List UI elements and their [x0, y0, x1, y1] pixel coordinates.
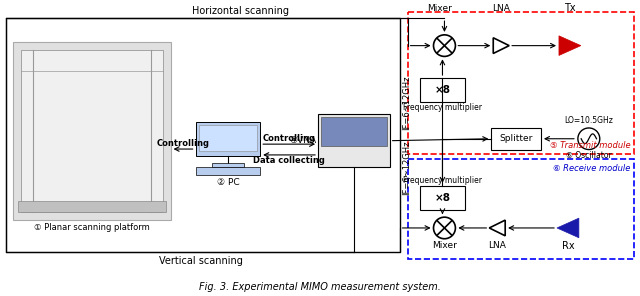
Text: ④VNA: ④VNA [289, 136, 316, 145]
Text: Splitter: Splitter [499, 134, 533, 143]
Text: Frequency multiplier: Frequency multiplier [403, 104, 482, 112]
Text: Mixer: Mixer [427, 4, 452, 13]
Text: LNA: LNA [488, 241, 506, 250]
Text: Rx: Rx [562, 241, 574, 251]
Text: Frequency multiplier: Frequency multiplier [403, 176, 482, 185]
Bar [492, 128, 541, 149]
Text: Tx: Tx [564, 3, 576, 13]
Text: Mixer: Mixer [432, 241, 457, 250]
Bar [13, 42, 171, 220]
Bar [408, 159, 634, 259]
Bar [19, 200, 166, 212]
Bar [420, 186, 465, 210]
Bar [408, 12, 634, 155]
Text: Horizontal scanning: Horizontal scanning [192, 6, 289, 16]
Text: Fig. 3. Experimental MIMO measurement system.: Fig. 3. Experimental MIMO measurement sy… [199, 282, 441, 292]
Text: ×8: ×8 [435, 85, 451, 95]
Text: ① Planar scanning platform: ① Planar scanning platform [34, 223, 150, 232]
Text: ⑥ Oscillator: ⑥ Oscillator [566, 152, 612, 160]
Text: ⑤ Transmit module: ⑤ Transmit module [550, 141, 630, 149]
Text: IF=6~12GHz: IF=6~12GHz [403, 76, 412, 130]
Polygon shape [559, 36, 581, 55]
Text: ×8: ×8 [435, 193, 451, 203]
Bar [6, 18, 399, 252]
Text: Data collecting: Data collecting [253, 156, 325, 165]
Text: LO=10.5GHz: LO=10.5GHz [564, 116, 613, 125]
Text: Vertical scanning: Vertical scanning [159, 256, 243, 266]
Text: Controlling: Controlling [262, 134, 316, 143]
Bar [196, 167, 260, 175]
Bar [318, 114, 390, 167]
Polygon shape [557, 218, 579, 238]
Text: Controlling: Controlling [157, 139, 209, 148]
Text: ⑥ Receive module: ⑥ Receive module [553, 164, 630, 173]
Bar [198, 125, 257, 151]
Bar [212, 163, 244, 167]
Text: IF=6~12GHz: IF=6~12GHz [403, 140, 412, 195]
Text: LNA: LNA [492, 4, 510, 13]
Text: ② PC: ② PC [216, 178, 239, 187]
Bar [196, 122, 260, 155]
Bar [21, 49, 163, 212]
Bar [420, 78, 465, 102]
Bar [321, 117, 387, 146]
